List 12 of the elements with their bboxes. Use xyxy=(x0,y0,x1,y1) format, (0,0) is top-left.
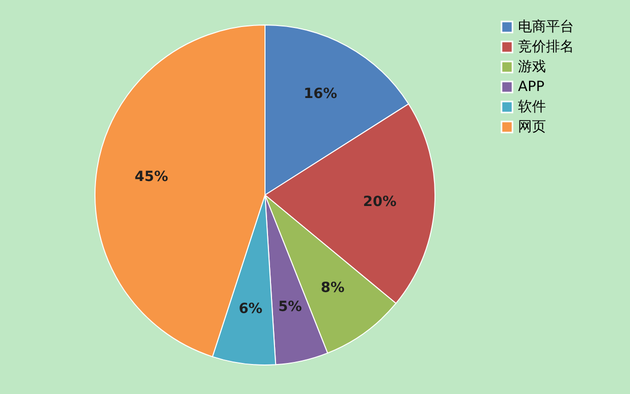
legend-label: 竞价排名 xyxy=(518,39,574,55)
data-label: 6% xyxy=(238,301,262,318)
data-label: 16% xyxy=(304,86,338,102)
legend-label: 网页 xyxy=(518,119,546,135)
data-label: 45% xyxy=(134,169,168,186)
legend-label: APP xyxy=(518,79,544,95)
legend-label: 软件 xyxy=(518,99,546,115)
data-label: 5% xyxy=(278,299,302,316)
legend-label: 游戏 xyxy=(518,59,546,75)
legend-label: 电商平台 xyxy=(518,19,574,35)
data-label: 8% xyxy=(320,280,344,296)
data-label: 20% xyxy=(363,194,397,210)
